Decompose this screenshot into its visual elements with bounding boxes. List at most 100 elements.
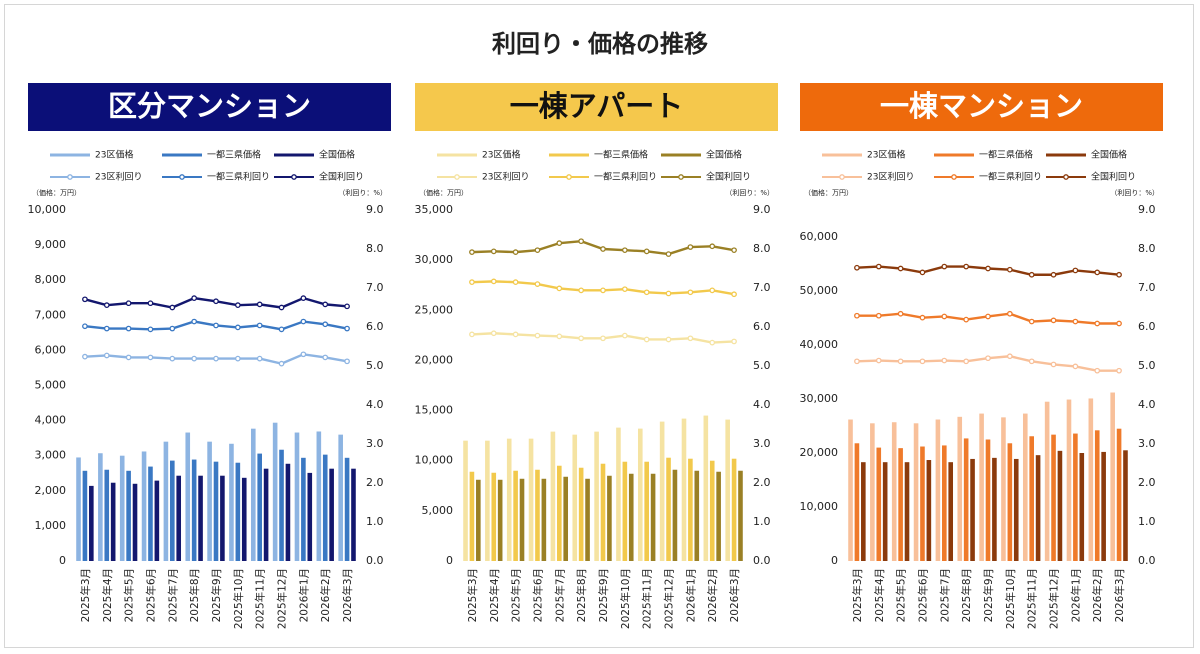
line-marker: [1116, 367, 1122, 374]
bar: [241, 477, 247, 561]
y2-tick-label: 3.0: [366, 437, 384, 450]
line-marker: [534, 247, 541, 254]
bar: [338, 434, 343, 561]
x-tick-label: 2026年2月: [1091, 568, 1104, 622]
y-tick-label: 7,000: [35, 308, 67, 321]
bar: [1066, 399, 1072, 561]
bar: [329, 468, 334, 561]
bar: [506, 438, 512, 561]
bar: [469, 471, 475, 561]
line-marker: [556, 240, 563, 246]
x-tick-label: 2025年3月: [851, 568, 864, 622]
y2-tick-label: 3.0: [1138, 437, 1156, 450]
legend-marker: [839, 174, 845, 180]
y2-tick-label: 9.0: [366, 203, 384, 216]
y-tick-label: 0: [59, 554, 66, 567]
line-marker: [941, 357, 948, 364]
line-marker: [1116, 271, 1122, 278]
bar: [463, 440, 468, 561]
line-marker: [191, 318, 198, 325]
x-tick-label: 2025年7月: [553, 568, 566, 622]
bar: [578, 467, 584, 561]
legend-marker: [566, 174, 572, 180]
line-marker: [322, 301, 329, 308]
bar: [985, 439, 991, 561]
x-tick-label: 2025年6月: [916, 568, 929, 622]
bar: [607, 475, 612, 561]
panel-title: 一棟アパート: [510, 89, 683, 123]
y2-tick-label: 5.0: [366, 359, 384, 372]
line-marker: [322, 354, 329, 361]
y-tick-label: 10,000: [415, 454, 454, 467]
x-tick-label: 2025年9月: [982, 568, 995, 622]
x-tick-label: 2026年2月: [706, 568, 719, 622]
x-tick-label: 2025年5月: [895, 568, 908, 622]
bar: [294, 432, 300, 561]
x-tick-label: 2026年3月: [728, 568, 741, 622]
bar: [935, 419, 941, 561]
line-marker: [687, 289, 694, 296]
line-marker: [534, 332, 541, 339]
bar: [307, 472, 313, 561]
line-marker: [169, 325, 176, 332]
bar: [279, 449, 284, 561]
line-marker: [1006, 353, 1013, 360]
line-marker: [344, 358, 350, 365]
bar: [191, 459, 197, 561]
line-marker: [534, 281, 541, 287]
bar: [594, 431, 599, 561]
y-tick-label: 50,000: [800, 284, 839, 297]
line-marker: [578, 238, 585, 245]
line-marker: [600, 287, 606, 294]
line-marker: [125, 325, 132, 332]
bar: [541, 478, 547, 561]
bar: [519, 478, 525, 561]
line-marker: [300, 295, 307, 301]
bar: [572, 434, 578, 561]
bar: [250, 428, 256, 561]
y2-tick-label: 7.0: [753, 281, 771, 294]
line-marker: [687, 244, 694, 250]
legend-label: 一都三県価格: [207, 149, 261, 161]
y-axis-label: （価格：万円）: [804, 188, 853, 197]
bar: [600, 463, 606, 561]
y-tick-label: 8,000: [35, 273, 67, 286]
y-tick-label: 6,000: [35, 343, 67, 356]
line-marker: [897, 358, 904, 365]
line-marker: [469, 279, 475, 285]
line-marker: [213, 322, 219, 329]
bar: [1088, 398, 1094, 561]
legend-label: 23区利回り: [867, 171, 914, 183]
x-tick-label: 2025年8月: [575, 568, 588, 622]
y-tick-label: 30,000: [800, 392, 839, 405]
line-marker: [941, 263, 948, 270]
bar: [528, 438, 534, 561]
line-marker: [147, 326, 154, 333]
x-tick-label: 2026年1月: [684, 568, 697, 622]
legend-label: 23区価格: [95, 149, 133, 161]
panel: 一棟アパート 0 5,000 10,000 15,000 20,000 25,000 30,0…: [415, 83, 778, 629]
x-tick-label: 2025年8月: [960, 568, 973, 622]
bar: [1007, 443, 1013, 561]
legend-marker: [1063, 174, 1069, 180]
bar: [322, 454, 328, 561]
line-marker: [169, 304, 176, 311]
x-tick-label: 2025年8月: [188, 568, 201, 622]
line-marker: [125, 354, 132, 361]
line-marker: [512, 249, 519, 255]
y2-tick-label: 0.0: [1138, 554, 1156, 567]
line-marker: [300, 351, 307, 358]
x-tick-label: 2025年11月: [1026, 568, 1039, 629]
bar: [119, 455, 125, 561]
bar: [688, 458, 693, 561]
bar: [904, 462, 910, 561]
x-tick-label: 2026年3月: [341, 568, 354, 622]
y2-tick-label: 6.0: [753, 320, 771, 333]
line-marker: [300, 318, 307, 325]
line-marker: [963, 358, 970, 365]
bar: [1079, 453, 1085, 561]
y-axis-label: （価格：万円）: [32, 188, 81, 197]
bar: [132, 483, 138, 561]
line-marker: [147, 354, 154, 361]
x-tick-label: 2025年10月: [619, 568, 632, 629]
